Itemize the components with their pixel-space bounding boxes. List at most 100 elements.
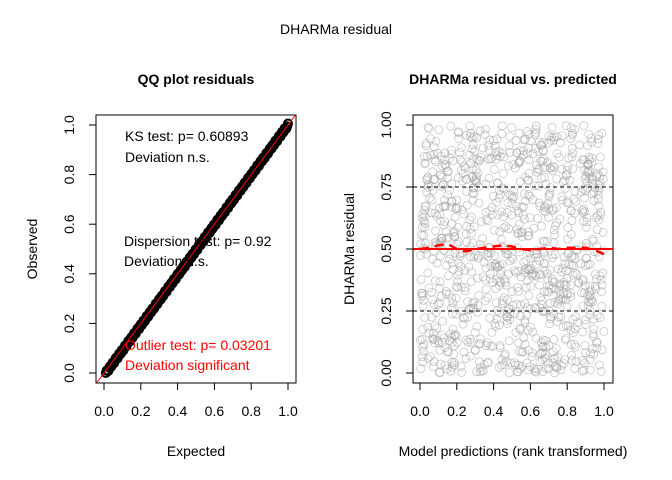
residual-point — [553, 352, 563, 362]
residual-title: DHARMa residual vs. predicted — [409, 71, 617, 87]
residual-x-tick-label: 0.4 — [484, 403, 504, 419]
qq-y-tick-label: 0.6 — [61, 214, 77, 234]
residual-point — [497, 129, 507, 139]
residual-point — [501, 221, 511, 231]
residual-point — [487, 328, 497, 337]
residual-point — [466, 229, 476, 238]
residual-point — [482, 249, 492, 259]
qq-y-tick-label: 1.0 — [61, 115, 77, 135]
residual-point — [437, 233, 447, 243]
residual-point — [556, 365, 566, 375]
residual-point — [585, 290, 595, 300]
residual-point — [568, 130, 577, 140]
residual-point — [514, 128, 524, 138]
residual-point — [527, 352, 537, 361]
residual-point — [429, 299, 439, 309]
residual-point — [549, 283, 559, 293]
residual-point — [582, 213, 592, 223]
residual-point — [547, 166, 557, 175]
residual-point — [485, 154, 495, 164]
residual-point — [512, 299, 522, 309]
residual-point — [502, 306, 512, 316]
residual-point — [507, 122, 516, 132]
residual-point — [578, 184, 588, 194]
residual-point — [418, 209, 428, 219]
residual-point — [428, 333, 437, 343]
residual-point — [538, 145, 548, 155]
residual-point — [530, 130, 540, 139]
residual-point — [504, 141, 514, 151]
residual-point — [513, 229, 522, 238]
residual-point — [464, 262, 474, 272]
figure-title: DHARMa residual — [280, 21, 392, 37]
residual-point — [557, 361, 566, 370]
residual-point — [458, 319, 468, 329]
residual-point — [427, 195, 437, 205]
residual-point — [579, 121, 589, 130]
residual-point — [497, 207, 507, 217]
residual-point — [440, 217, 450, 226]
residual-point — [440, 343, 450, 352]
residual-point — [458, 176, 467, 186]
residual-point — [567, 216, 577, 226]
residual-point — [453, 203, 462, 213]
residual-point — [423, 172, 433, 182]
qq-y-tick-label: 0.0 — [61, 363, 77, 383]
residual-y-tick-label: 0.50 — [378, 235, 394, 262]
residual-point — [512, 367, 522, 377]
residual-point — [554, 296, 564, 306]
residual-point — [578, 327, 587, 337]
residual-point — [568, 148, 578, 158]
residual-point — [430, 208, 440, 218]
residual-point — [481, 263, 491, 273]
residual-point — [418, 325, 428, 334]
residual-point — [596, 367, 606, 376]
qq-x-tick-label: 0.4 — [168, 403, 188, 419]
residual-point — [493, 179, 502, 188]
residual-point — [456, 165, 466, 175]
residual-point — [581, 319, 591, 329]
qq-y-tick-label: 0.8 — [61, 165, 77, 185]
residual-point — [589, 187, 599, 197]
residual-point — [477, 366, 487, 376]
residual-point — [445, 249, 455, 259]
residual-point — [480, 296, 490, 306]
residual-y-tick-label: 0.75 — [378, 173, 394, 200]
residual-point — [580, 341, 590, 350]
residual-point — [417, 289, 427, 298]
residual-point — [526, 281, 536, 291]
residual-point — [422, 187, 432, 197]
residual-point — [541, 207, 550, 217]
residual-point — [454, 267, 464, 276]
residual-point — [590, 183, 600, 193]
residual-point — [520, 214, 529, 224]
residual-point — [522, 127, 532, 136]
residual-point — [573, 318, 582, 328]
residual-point — [454, 127, 463, 137]
residual-point — [520, 267, 529, 277]
residual-point — [582, 217, 592, 227]
residual-point — [449, 331, 459, 340]
residual-point — [460, 283, 470, 292]
residual-point — [566, 123, 576, 133]
residual-point — [596, 152, 605, 162]
residual-point — [420, 201, 430, 211]
residual-point — [574, 278, 584, 288]
residual-point — [536, 338, 546, 348]
residual-point — [541, 179, 551, 189]
residual-point — [505, 131, 515, 141]
residual-point — [447, 202, 457, 212]
residual-point — [447, 197, 456, 207]
residual-point — [508, 193, 517, 203]
residual-point — [442, 260, 452, 270]
residual-point — [471, 176, 481, 186]
residual-point — [466, 128, 476, 138]
residual-point — [504, 336, 514, 346]
residual-point — [558, 322, 568, 332]
residual-point — [453, 258, 463, 268]
residual-point — [592, 343, 602, 353]
residual-point — [568, 164, 578, 174]
residual-point — [481, 207, 491, 217]
residual-point — [593, 139, 603, 148]
residual-point — [538, 348, 548, 357]
